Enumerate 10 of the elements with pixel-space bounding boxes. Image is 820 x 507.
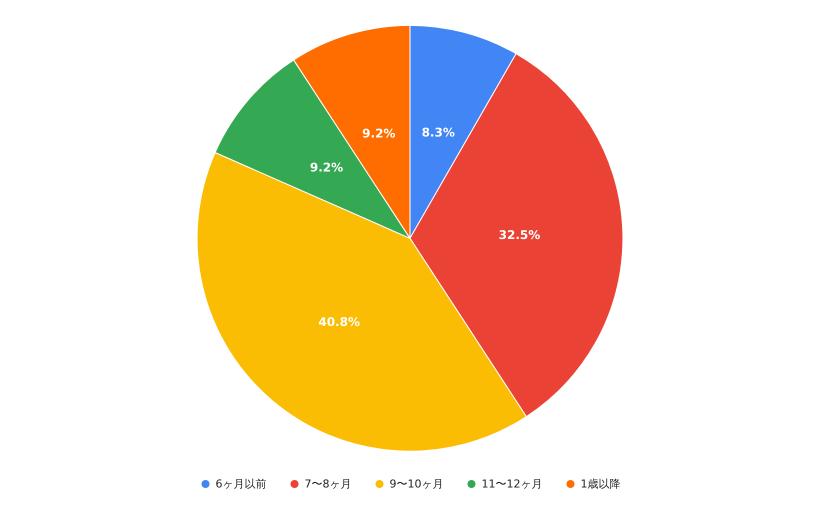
legend-label: 7〜8ヶ月 xyxy=(304,478,352,490)
data-label: 9.2% xyxy=(310,160,344,174)
data-label: 40.8% xyxy=(318,314,360,329)
data-label: 9.2% xyxy=(362,126,396,140)
data-label: 32.5% xyxy=(498,228,540,242)
legend-label: 6ヶ月以前 xyxy=(216,478,267,490)
legend-label: 9〜10ヶ月 xyxy=(390,478,444,490)
data-label: 8.3% xyxy=(422,126,455,140)
legend-label: 1歳以降 xyxy=(580,478,620,490)
legend-label: 11〜12ヶ月 xyxy=(482,478,542,490)
